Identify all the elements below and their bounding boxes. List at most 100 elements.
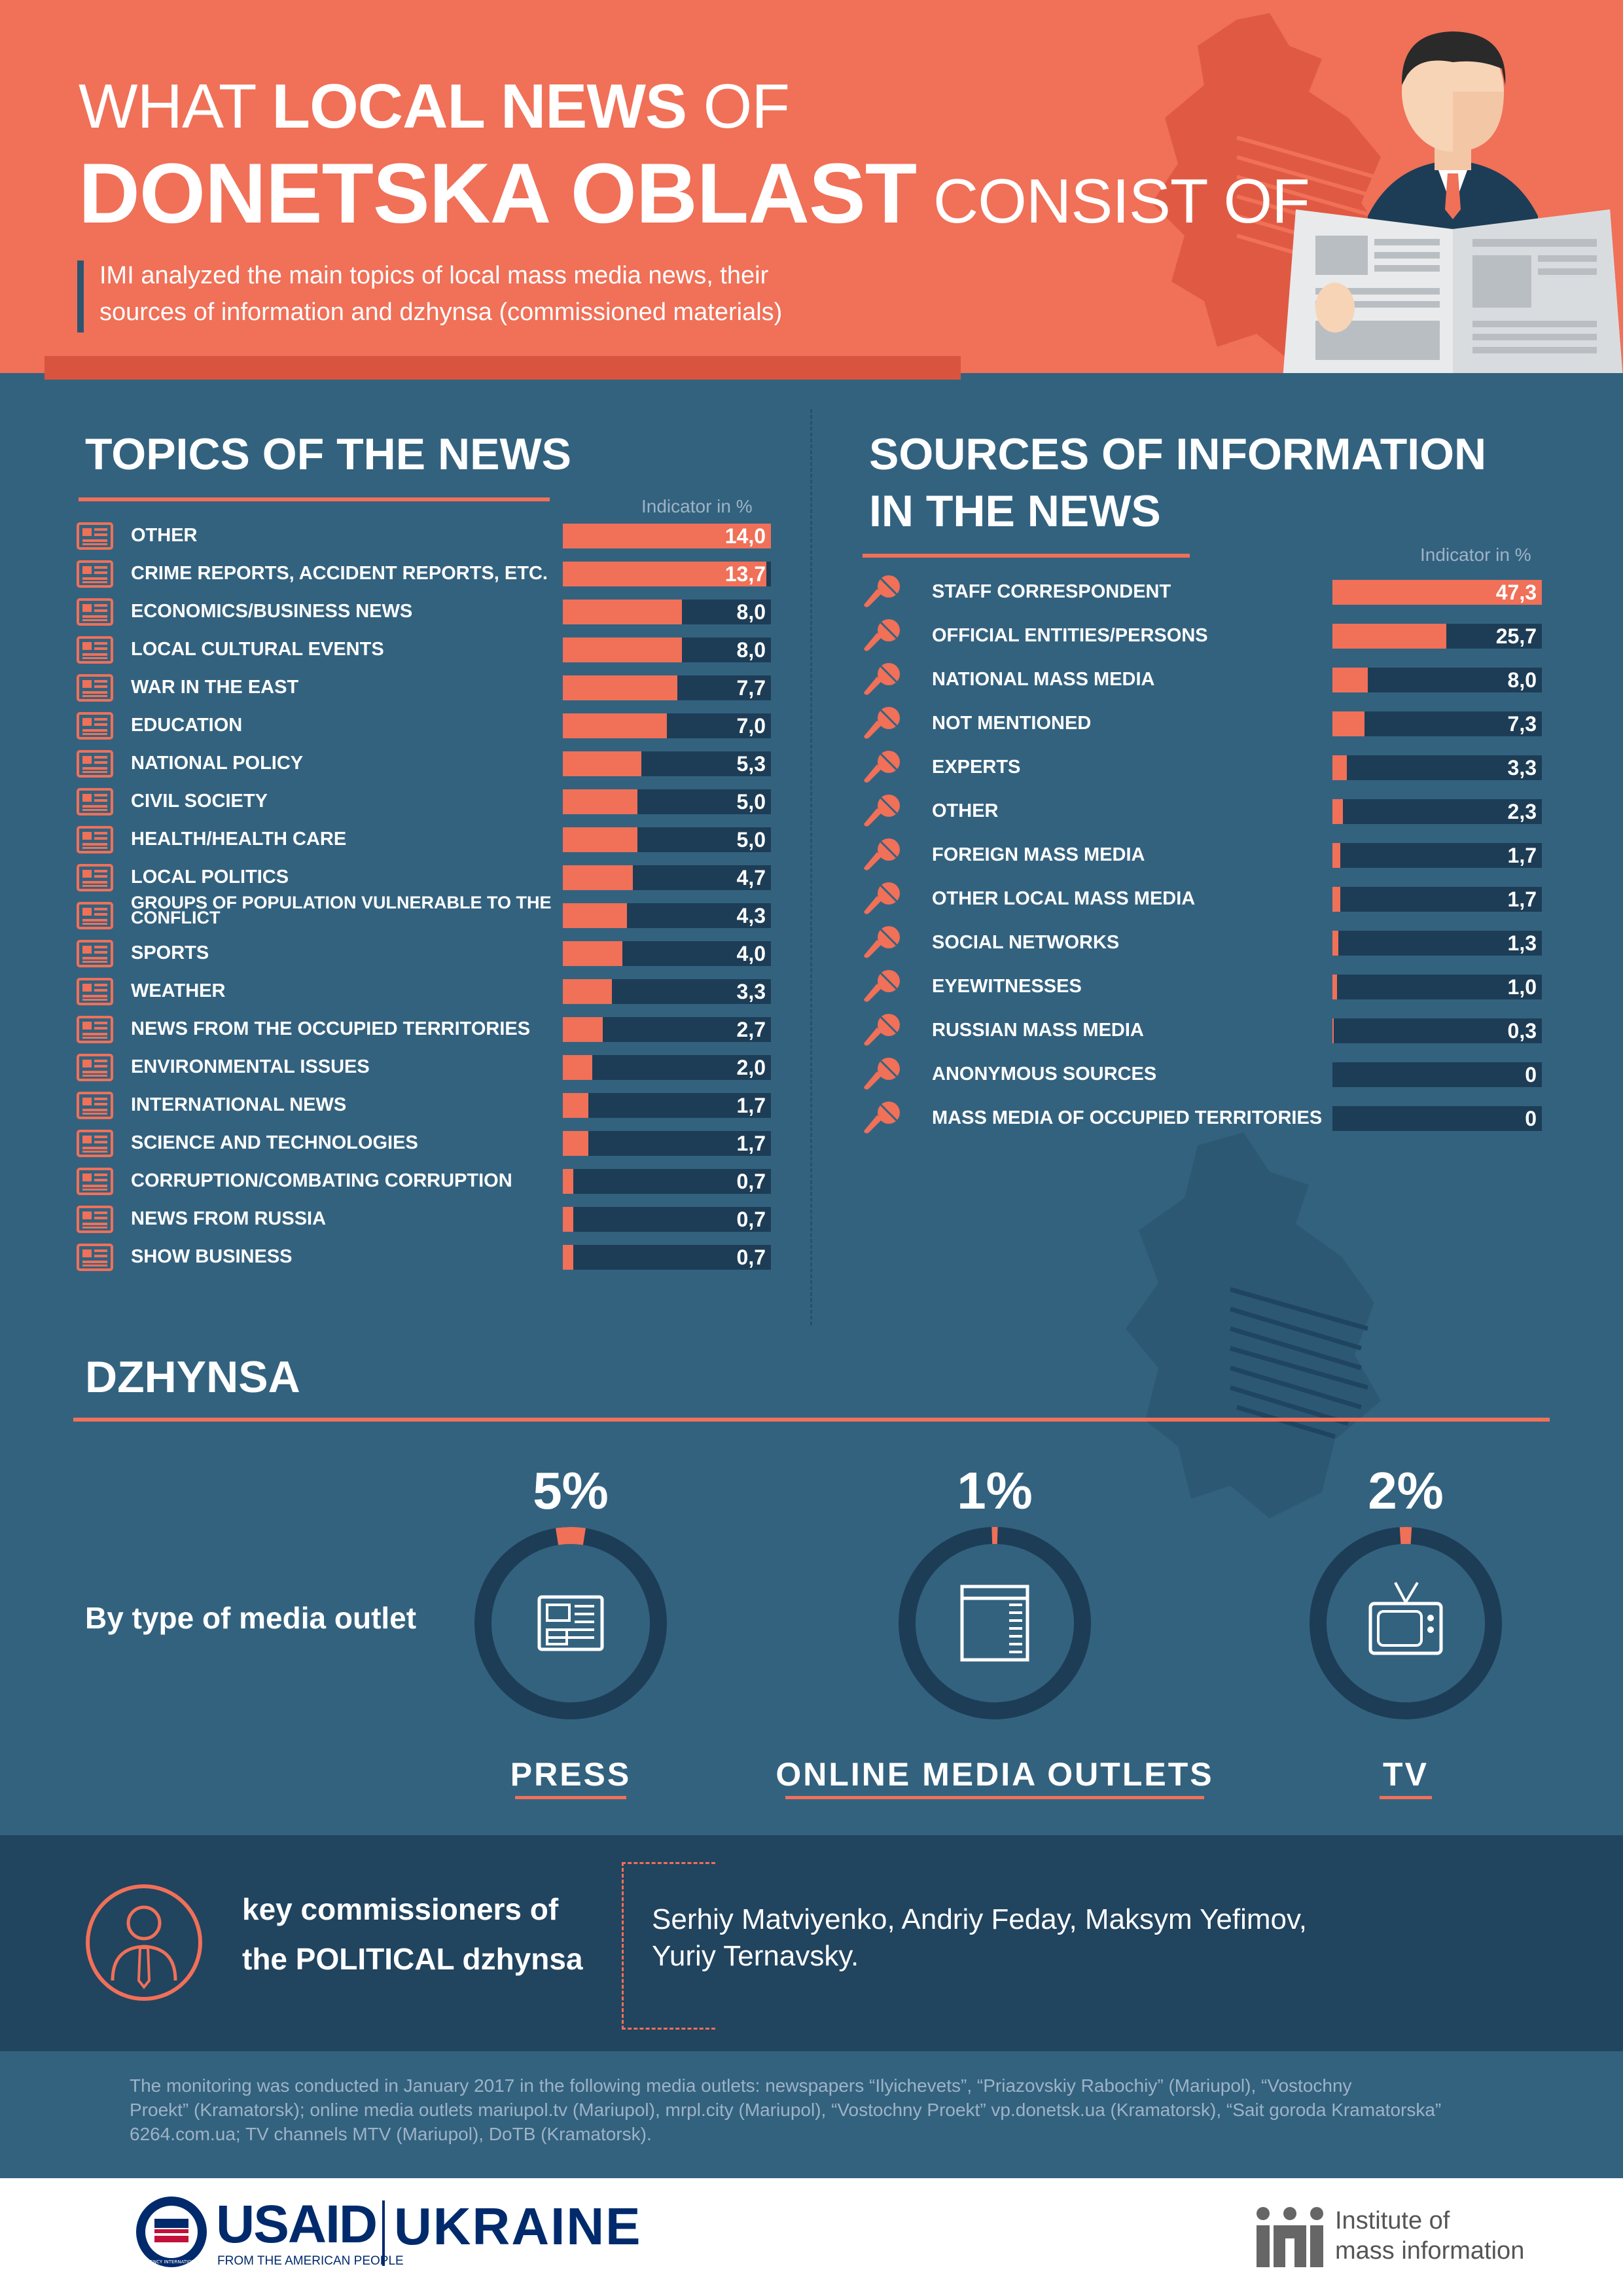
newspaper-icon <box>77 712 113 740</box>
bar-track: 0 <box>1332 1106 1542 1131</box>
newspaper-icon <box>77 902 113 929</box>
footnote-band <box>0 2051 1623 2178</box>
bar-track: 0,7 <box>563 1169 771 1194</box>
bar-value-label: 4,3 <box>736 904 766 927</box>
microphone-icon <box>864 575 900 607</box>
footnote-line1: The monitoring was conducted in January … <box>130 2075 1352 2096</box>
bar <box>1332 624 1446 649</box>
commissioners-label-line1: key commissioners of <box>242 1892 559 1926</box>
bar-value-label: 1,7 <box>1507 844 1537 867</box>
dzhynsa-outlet-underline <box>515 1796 626 1799</box>
bar-track: 1,0 <box>1332 975 1542 999</box>
bar <box>1332 931 1338 956</box>
bar <box>563 789 637 814</box>
subtitle-accent-bar <box>77 260 84 332</box>
microphone-icon <box>864 838 900 870</box>
bar-track: 5,3 <box>563 751 771 776</box>
bar-label: CORRUPTION/COMBATING CORRUPTION <box>131 1170 512 1191</box>
bar-track: 13,7 <box>563 562 771 586</box>
bar <box>1332 580 1542 605</box>
bar-value-label: 5,3 <box>736 752 766 776</box>
microphone-icon <box>864 663 900 695</box>
page-title-line2: DONETSKA OBLAST CONSIST OF <box>79 144 1310 242</box>
bar-label: ANONYMOUS SOURCES <box>932 1064 1157 1085</box>
subtitle-line1: IMI analyzed the main topics of local ma… <box>99 262 769 289</box>
bar-track: 25,7 <box>1332 624 1542 649</box>
bar-label: CIVIL SOCIETY <box>131 791 268 812</box>
bar-label: ECONOMICS/BUSINESS NEWS <box>131 601 413 622</box>
dzhynsa-donut <box>474 1527 667 1719</box>
newspaper-icon <box>77 750 113 778</box>
newspaper-icon <box>77 1130 113 1157</box>
bar-track: 7,7 <box>563 675 771 700</box>
bar-value-label: 5,0 <box>736 790 766 814</box>
bar <box>563 1169 573 1194</box>
person-tie-icon <box>86 1884 202 2001</box>
newspaper-icon <box>77 940 113 967</box>
imi-name-line2: mass information <box>1335 2237 1525 2265</box>
bar <box>1332 843 1340 868</box>
dzhynsa-donut <box>899 1527 1091 1719</box>
topics-title-underline <box>79 497 550 501</box>
bar <box>1332 711 1365 736</box>
commissioners-label-line2: the POLITICAL dzhynsa <box>242 1942 583 1976</box>
newspaper-icon <box>77 1092 113 1119</box>
microphone-icon <box>864 707 900 739</box>
bar-value-label: 7,3 <box>1507 712 1537 736</box>
dzhynsa-percent-label: 5% <box>533 1462 609 1520</box>
dzhynsa-outlet-underline <box>785 1796 1204 1799</box>
title-word: DONETSKA OBLAST <box>79 145 917 241</box>
subtitle-line2: sources of information and dzhynsa (comm… <box>99 298 783 326</box>
bar-label: CRIME REPORTS, ACCIDENT REPORTS, ETC. <box>131 563 548 584</box>
bar-label: SOCIAL NETWORKS <box>932 932 1120 953</box>
bar-value-label: 13,7 <box>724 562 766 586</box>
bar-label: LOCAL CULTURAL EVENTS <box>131 639 384 660</box>
bar-track: 1,3 <box>1332 931 1542 956</box>
bar-label: WAR IN THE EAST <box>131 677 299 698</box>
page-title-line1: WHAT LOCAL NEWS OF <box>79 71 790 143</box>
sources-title-line2: IN THE NEWS <box>869 486 1161 536</box>
bar <box>563 827 637 852</box>
bar-label: FOREIGN MASS MEDIA <box>932 844 1145 865</box>
bar-label: NOT MENTIONED <box>932 713 1092 734</box>
bar-track: 0,3 <box>1332 1018 1542 1043</box>
bar-track: 3,3 <box>1332 755 1542 780</box>
bar-label: NEWS FROM RUSSIA <box>131 1208 327 1229</box>
bar-value-label: 0,7 <box>736 1246 766 1269</box>
bar-track: 5,0 <box>563 827 771 852</box>
bar-track: 5,0 <box>563 789 771 814</box>
bar-track: 0,7 <box>563 1207 771 1232</box>
imi-name-line1: Institute of <box>1335 2207 1450 2234</box>
dzhynsa-title-underline <box>73 1418 1550 1422</box>
bar-track: 0 <box>1332 1062 1542 1087</box>
newspaper-icon <box>77 598 113 626</box>
bar-label: NATIONAL MASS MEDIA <box>932 669 1155 690</box>
footnote-line3: 6264.com.ua; TV channels MTV (Mariupol),… <box>130 2124 652 2144</box>
bar <box>563 1093 588 1118</box>
bar-track: 7,3 <box>1332 711 1542 736</box>
newspaper-icon <box>77 636 113 664</box>
bar-track: 47,3 <box>1332 580 1542 605</box>
bar <box>563 903 627 928</box>
bar <box>563 941 622 966</box>
microphone-icon <box>864 1014 900 1046</box>
bar-value-label: 1,0 <box>1507 975 1537 999</box>
commissioners-names-line2: Yuriy Ternavsky. <box>652 1940 859 1972</box>
bar-value-label: 8,0 <box>1507 668 1537 692</box>
bar-value-label: 7,7 <box>736 676 766 700</box>
microphone-icon <box>864 1058 900 1090</box>
dzhynsa-title: DZHYNSA <box>85 1352 300 1402</box>
bar-value-label: 2,7 <box>736 1018 766 1041</box>
bar-track: 1,7 <box>563 1131 771 1156</box>
usaid-tagline: FROM THE AMERICAN PEOPLE <box>217 2254 404 2268</box>
bar <box>563 1017 603 1042</box>
sources-title-line1: SOURCES OF INFORMATION <box>869 429 1487 479</box>
oblast-map-background-icon <box>1126 1132 1381 1518</box>
bar-label: EYEWITNESSES <box>932 976 1082 997</box>
bar <box>1332 975 1337 999</box>
newspaper-icon <box>77 1054 113 1081</box>
bar-label: OFFICIAL ENTITIES/PERSONS <box>932 625 1208 646</box>
newspaper-icon <box>77 978 113 1005</box>
bar-track: 3,3 <box>563 979 771 1004</box>
title-word: OF <box>686 71 790 141</box>
